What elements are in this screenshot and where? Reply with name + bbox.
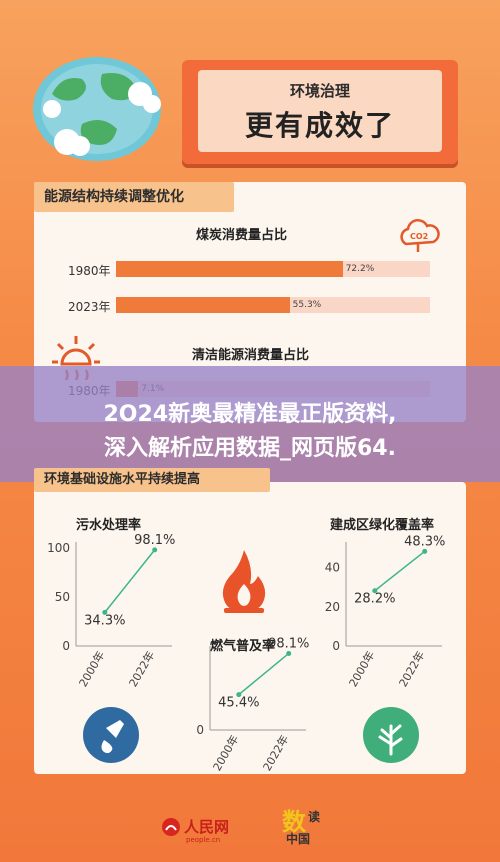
- sewage-x-tick: 2000年: [76, 649, 108, 690]
- overlay-line-1: 2O24新奥最精准最正版资料,: [103, 402, 397, 427]
- title-small: 环境治理: [289, 82, 350, 100]
- sewage-x-tick: 2022年: [126, 649, 158, 690]
- section-infrastructure-label: 环境基础设施水平持续提高: [34, 468, 270, 492]
- green-y-tick: 40: [325, 561, 340, 575]
- gas-y-tick: 0: [196, 723, 204, 737]
- gas-value-label: 45.4%: [218, 696, 259, 711]
- sewage-series-line: [104, 549, 156, 613]
- earth-illustration: [33, 57, 161, 161]
- co2-cloud-icon: CO2: [400, 219, 440, 252]
- people-logo-mark: [162, 818, 180, 836]
- green-series-line: [374, 550, 426, 592]
- title-panel: 环境治理 更有成效了: [198, 70, 442, 152]
- gas-value-label: 98.1%: [268, 636, 309, 651]
- coal-chart-title: 煤炭消费量占比: [196, 228, 288, 243]
- people-logo-text: 人民网: [184, 818, 230, 836]
- water-drop-icon: [83, 707, 139, 763]
- gas-series-line: [238, 652, 290, 696]
- shudu-logo-shu: 数: [282, 808, 306, 836]
- title-banner: 环境治理 更有成效了: [182, 60, 458, 164]
- sewage-y-tick: 0: [62, 639, 70, 653]
- green-x-tick: 2022年: [396, 649, 428, 690]
- clean-chart-title: 清洁能源消费量占比: [192, 348, 310, 363]
- gas-x-tick: 2000年: [210, 733, 242, 774]
- green-chart-title: 建成区绿化覆盖率: [330, 518, 435, 533]
- shudu-logo-du: 读: [308, 810, 321, 824]
- green-y-tick: 0: [332, 639, 340, 653]
- sewage-point: [102, 609, 108, 615]
- sewage-value-label: 34.3%: [84, 613, 125, 628]
- sewage-y-tick: 100: [47, 541, 70, 555]
- green-value-label: 48.3%: [404, 534, 445, 549]
- coal-bar: [116, 261, 343, 277]
- tree-icon: [363, 707, 419, 763]
- coal-year-label: 1980年: [68, 264, 111, 278]
- green-y-tick: 20: [325, 600, 340, 614]
- title-big: 更有成效了: [244, 109, 395, 142]
- sewage-point: [152, 547, 158, 553]
- sewage-chart-title: 污水处理率: [76, 518, 142, 533]
- green-point: [422, 548, 428, 554]
- coal-bar: [116, 297, 290, 313]
- section-energy-label: 能源结构持续调整优化: [34, 182, 234, 212]
- green-value-label: 28.2%: [354, 592, 395, 607]
- watermark-overlay: 2O24新奥最精准最正版资料, 深入解析应用数据_网页版64.: [0, 366, 500, 482]
- gas-point: [236, 692, 242, 698]
- coal-value-label: 55.3%: [292, 300, 322, 310]
- gas-x-tick: 2022年: [260, 733, 292, 774]
- gas-point: [286, 650, 292, 656]
- coal-value-label: 72.2%: [345, 264, 375, 274]
- co2-icon-text: CO2: [410, 232, 428, 241]
- green-point: [372, 588, 378, 594]
- sewage-value-label: 98.1%: [134, 533, 175, 548]
- sewage-y-tick: 50: [55, 590, 70, 604]
- flame-icon: [222, 550, 266, 613]
- gas-chart-title: 燃气普及率: [210, 639, 276, 654]
- shudu-logo-china: 中国: [286, 832, 311, 846]
- coal-year-label: 2023年: [68, 300, 111, 314]
- green-x-tick: 2000年: [346, 649, 378, 690]
- overlay-line-2: 深入解析应用数据_网页版64.: [104, 436, 396, 461]
- people-logo-subtext: people.cn: [186, 836, 221, 844]
